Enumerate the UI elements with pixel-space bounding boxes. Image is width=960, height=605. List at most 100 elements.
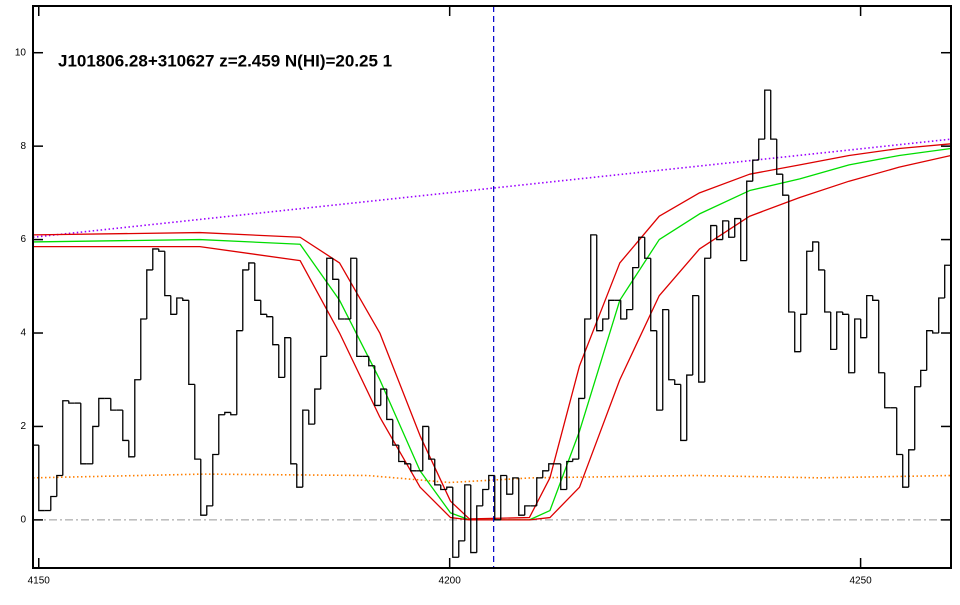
flux-step bbox=[320, 355, 327, 390]
flux-step bbox=[410, 463, 417, 472]
flux-step bbox=[626, 309, 633, 319]
flux-step bbox=[110, 398, 117, 411]
flux-step bbox=[488, 474, 495, 490]
flux-step bbox=[824, 269, 831, 313]
plot-area: 0 2 4 6 8 10 4150 4200 4250 bbox=[15, 6, 951, 587]
y-tick-label: 6 bbox=[20, 234, 26, 245]
flux-step bbox=[92, 425, 99, 464]
flux-step bbox=[812, 241, 819, 252]
flux-step bbox=[782, 174, 789, 196]
flux-step bbox=[236, 330, 243, 415]
flux-step bbox=[566, 460, 573, 490]
flux-step bbox=[500, 474, 507, 520]
flux-step bbox=[722, 220, 729, 240]
flux-step bbox=[830, 311, 837, 351]
y-tick-label: 8 bbox=[20, 141, 26, 152]
flux-step bbox=[686, 374, 693, 441]
flux-step bbox=[188, 300, 195, 386]
flux-step bbox=[944, 264, 951, 298]
flux-step bbox=[128, 440, 135, 458]
flux-step bbox=[932, 330, 939, 334]
y-tick-label: 10 bbox=[15, 47, 27, 58]
flux-step bbox=[620, 300, 627, 320]
flux-step bbox=[758, 138, 765, 161]
flux-step bbox=[326, 257, 333, 357]
flux-step bbox=[602, 318, 609, 331]
flux-step bbox=[572, 458, 579, 462]
flux-step bbox=[98, 397, 105, 427]
flux-step bbox=[674, 379, 681, 386]
flux-step bbox=[242, 269, 249, 331]
flux-step bbox=[158, 248, 165, 252]
flux-step bbox=[200, 459, 207, 516]
flux-step bbox=[284, 337, 291, 378]
flux-step bbox=[518, 477, 525, 516]
x-tick-label: 4200 bbox=[439, 576, 462, 587]
flux-step bbox=[842, 311, 849, 315]
flux-step bbox=[590, 234, 597, 319]
y-tick-label: 2 bbox=[20, 421, 26, 432]
flux-step bbox=[380, 388, 387, 406]
data-layer bbox=[33, 6, 951, 568]
y-tick-label: 0 bbox=[20, 515, 26, 526]
flux-step bbox=[872, 295, 879, 301]
flux-step bbox=[548, 463, 555, 471]
flux-step bbox=[860, 319, 867, 339]
flux-step bbox=[164, 251, 171, 297]
flux-step bbox=[212, 453, 219, 506]
flux-step bbox=[314, 388, 321, 425]
flux-step bbox=[608, 299, 615, 319]
flux-step bbox=[632, 266, 639, 310]
x-tick-label: 4150 bbox=[28, 576, 51, 587]
flux-step bbox=[578, 397, 585, 460]
flux-step bbox=[764, 89, 771, 140]
flux-step bbox=[752, 159, 759, 182]
flux-step bbox=[926, 330, 933, 371]
flux-step bbox=[176, 297, 183, 315]
flux-step bbox=[896, 407, 903, 456]
flux-step bbox=[452, 487, 459, 558]
flux-step bbox=[422, 425, 429, 471]
flux-step bbox=[638, 236, 645, 268]
flux-step bbox=[728, 220, 735, 238]
y-tick-label: 4 bbox=[20, 328, 26, 339]
flux-step bbox=[848, 314, 855, 374]
flux-step bbox=[644, 237, 651, 259]
flux-step bbox=[50, 495, 57, 511]
flux-step bbox=[464, 484, 471, 541]
flux-step bbox=[746, 180, 753, 261]
flux-step bbox=[866, 294, 873, 338]
flux-step bbox=[386, 389, 393, 421]
flux-step bbox=[698, 295, 705, 383]
flux-step bbox=[482, 488, 489, 506]
flux-step bbox=[254, 262, 261, 301]
flux-step bbox=[710, 224, 717, 259]
flux-step bbox=[368, 356, 375, 367]
flux-step bbox=[542, 470, 549, 478]
flux-step bbox=[218, 414, 225, 455]
flux-step bbox=[662, 309, 669, 411]
flux-step bbox=[650, 258, 657, 332]
flux-step bbox=[404, 461, 411, 465]
flux-step bbox=[458, 540, 465, 558]
flux-step bbox=[476, 505, 483, 553]
flux-step bbox=[734, 217, 741, 238]
model-line bbox=[33, 138, 951, 239]
flux-step bbox=[152, 248, 159, 270]
flux-step bbox=[656, 330, 663, 411]
flux-step bbox=[836, 311, 843, 350]
chart-title: J101806.28+310627 z=2.459 N(HI)=20.25 1 bbox=[58, 51, 392, 70]
flux-step bbox=[680, 384, 687, 442]
flux-step bbox=[296, 463, 303, 488]
flux-step bbox=[536, 477, 543, 506]
flux-step bbox=[260, 300, 267, 315]
flux-step bbox=[902, 454, 909, 488]
flux-step bbox=[194, 384, 201, 460]
flux-step bbox=[182, 297, 189, 301]
x-tick-label: 4250 bbox=[849, 576, 872, 587]
flux-step bbox=[290, 337, 297, 465]
flux-step bbox=[230, 412, 237, 416]
flux-step bbox=[776, 139, 783, 175]
